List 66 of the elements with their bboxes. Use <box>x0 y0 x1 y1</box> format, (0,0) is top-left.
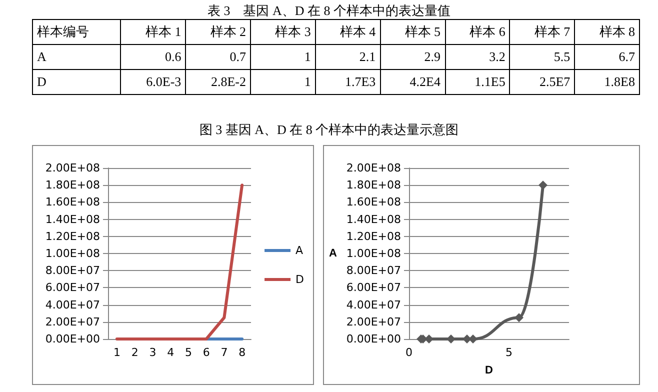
y-tick-label: 1.20E+08 <box>45 230 100 243</box>
category-label: 样本 1 <box>120 20 186 44</box>
y-tick-label: 0.00E+00 <box>346 332 401 346</box>
y-tick-label: 1.00E+08 <box>45 247 100 260</box>
category-label: 样本 7 <box>510 20 575 44</box>
x-tick-label: 3 <box>149 346 156 359</box>
text: 图 3 基因 A、D 在 8 个样本中的表达量示意图 <box>198 121 460 139</box>
y-tick-label: 6.00E+07 <box>45 281 100 294</box>
y-tick-label: 2.00E+08 <box>45 162 100 174</box>
legend-label: D <box>296 273 304 286</box>
x-tick-label: 2 <box>131 346 138 359</box>
category-label: 样本编号 <box>32 20 121 44</box>
text: 1 <box>250 44 316 70</box>
legend-label: A <box>296 244 304 257</box>
text: 4.2E4 <box>380 70 445 94</box>
y-tick-label: 2.00E+08 <box>346 162 401 174</box>
text: 1.8E8 <box>574 70 640 94</box>
y-tick-label: 1.60E+08 <box>45 196 100 209</box>
text: 2.9 <box>380 44 445 70</box>
y-tick-label: 1.20E+08 <box>346 230 401 243</box>
text: 1.1E5 <box>445 70 510 94</box>
x-tick-label: 0 <box>406 346 412 359</box>
y-tick-label: 0.00E+00 <box>45 332 100 346</box>
text: 3.2 <box>445 44 510 70</box>
y-tick-label: 8.00E+07 <box>346 264 401 278</box>
text: D <box>32 70 121 94</box>
y-tick-label: 4.00E+07 <box>45 298 100 312</box>
text: 5.5 <box>510 44 575 70</box>
y-tick-label: 1.40E+08 <box>45 212 100 226</box>
text: 2.1 <box>315 44 380 70</box>
text: 2.8E-2 <box>186 70 251 94</box>
y-tick-label: 1.80E+08 <box>346 178 401 192</box>
text: 2.5E7 <box>510 70 575 94</box>
y-tick-label: 8.00E+07 <box>45 264 100 278</box>
y-tick-label: 1.40E+08 <box>346 212 401 226</box>
category-label: 样本 5 <box>380 20 445 44</box>
x-tick-label: 5 <box>506 346 512 359</box>
text: 0.6 <box>120 44 186 70</box>
category-label: 样本 2 <box>186 20 251 44</box>
text: A <box>32 44 121 70</box>
category-label: 样本 4 <box>315 20 380 44</box>
x-tick-label: 7 <box>220 346 228 359</box>
text: 0.7 <box>186 44 251 70</box>
x-tick-label: 5 <box>184 346 192 359</box>
x-tick-label: 4 <box>167 346 174 359</box>
x-axis-title: D <box>485 364 494 376</box>
x-tick-label: 1 <box>113 346 120 359</box>
y-tick-label: 1.00E+08 <box>346 247 401 260</box>
x-tick-label: 6 <box>202 346 210 359</box>
text: 6.7 <box>574 44 640 70</box>
y-tick-label: 2.00E+07 <box>45 315 100 328</box>
y-axis-title: A <box>329 248 338 260</box>
y-tick-label: 1.80E+08 <box>45 178 100 192</box>
text: 表 3 基因 A、D 在 8 个样本中的表达量值 <box>206 2 452 20</box>
text: 1.7E3 <box>315 70 380 94</box>
y-tick-label: 1.60E+08 <box>346 196 401 209</box>
y-tick-label: 2.00E+07 <box>346 315 401 328</box>
point <box>514 313 524 322</box>
category-label: 样本 3 <box>250 20 316 44</box>
x-tick-label: 8 <box>238 346 246 359</box>
category-label: 样本 8 <box>574 20 640 44</box>
category-label: 样本 6 <box>445 20 510 44</box>
y-tick-label: 4.00E+07 <box>346 298 401 312</box>
text: 6.0E-3 <box>120 70 186 94</box>
y-tick-label: 6.00E+07 <box>346 281 401 294</box>
text: 1 <box>250 70 316 94</box>
